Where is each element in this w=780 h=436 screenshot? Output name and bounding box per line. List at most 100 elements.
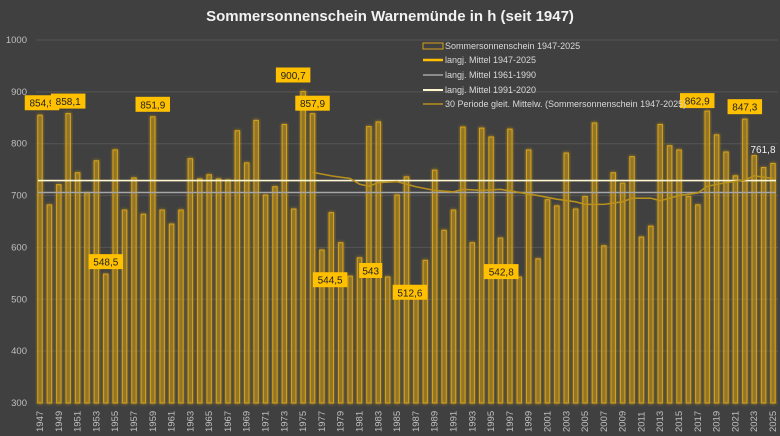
bar-1950 [65, 113, 71, 404]
x-tick-label: 1991 [448, 411, 459, 432]
bar-2005 [582, 196, 588, 404]
x-tick-label: 1951 [73, 411, 84, 432]
bar-1977 [319, 249, 325, 404]
bar-1981 [356, 257, 363, 404]
bar-2009 [619, 182, 626, 404]
bar-1983 [375, 121, 382, 404]
x-tick-label: 2011 [636, 412, 647, 432]
x-tick-label: 1953 [91, 411, 102, 432]
bar-1996 [497, 237, 504, 404]
x-tick-label: 1989 [430, 411, 441, 432]
x-tick-label: 1975 [298, 411, 309, 432]
bar-2003 [563, 152, 570, 404]
bar-1947 [37, 114, 43, 404]
data-label-1980: 544,5 [318, 276, 343, 287]
bar-1971 [262, 194, 269, 404]
bar-2012 [648, 225, 654, 404]
data-label-2018: 862,9 [685, 97, 710, 108]
y-tick-label: 400 [11, 346, 27, 357]
bar-1953 [93, 160, 100, 404]
x-tick-label: 1987 [411, 411, 422, 432]
x-tick-label: 1999 [524, 411, 535, 432]
bar-1968 [234, 130, 241, 404]
x-tick-label: 2003 [561, 411, 572, 432]
x-tick-label: 1969 [242, 411, 253, 432]
moving-average-line [312, 171, 774, 206]
bar-1969 [243, 162, 250, 404]
bar-2025 [770, 162, 776, 404]
bar-2021 [732, 175, 739, 404]
data-label-1947: 854,9 [29, 99, 54, 110]
x-tick-label: 1949 [54, 411, 65, 432]
bar-1990 [441, 229, 447, 404]
x-tick-label: 1995 [486, 411, 497, 432]
bar-2013 [657, 123, 663, 404]
bar-1988 [422, 259, 429, 404]
data-label-1998: 542,8 [489, 268, 514, 279]
x-tick-label: 1977 [317, 411, 328, 432]
x-tick-label: 2019 [712, 411, 723, 432]
x-tick-label: 1973 [279, 411, 290, 432]
y-tick-label: 300 [11, 398, 27, 409]
bar-1962 [178, 209, 184, 404]
data-label-box [484, 264, 519, 280]
x-tick-label: 2001 [542, 411, 553, 432]
bar-1999 [525, 149, 532, 404]
data-label-box [392, 284, 428, 300]
x-tick-label: 2005 [580, 411, 591, 432]
data-label-box [295, 95, 330, 111]
bar-1956 [121, 209, 128, 404]
bar-2011 [638, 236, 645, 404]
data-label-box [312, 272, 348, 288]
bar-1966 [215, 178, 222, 404]
bar-1963 [187, 158, 194, 404]
data-label-box [50, 93, 86, 109]
x-tick-label: 2021 [730, 411, 741, 432]
bar-1998 [516, 276, 523, 404]
x-tick-label: 1959 [148, 411, 159, 432]
bar-1984 [384, 276, 391, 404]
legend-entry: Sommersonnenschein 1947-2025 [445, 41, 580, 51]
bar-1967 [225, 179, 231, 404]
bar-2008 [610, 172, 616, 404]
data-label-box [88, 254, 124, 270]
x-tick-label: 1993 [467, 411, 478, 432]
data-label-1975: 900,7 [281, 71, 306, 82]
bar-2014 [666, 145, 673, 404]
x-tick-label: 2013 [655, 411, 666, 432]
data-label-1987: 512,6 [397, 288, 422, 299]
data-label-1959: 851,9 [140, 100, 165, 111]
bar-2020 [723, 151, 729, 404]
data-label-1976: 857,9 [300, 99, 325, 110]
bar-1959 [150, 116, 156, 404]
bar-1965 [206, 174, 212, 404]
legend-entry: 30 Periode gleit. Mittelw. (Sommersonnen… [445, 99, 686, 109]
bar-1992 [460, 126, 466, 404]
bar-1951 [74, 172, 81, 404]
bar-1949 [56, 184, 62, 404]
bar-1978 [328, 212, 335, 404]
bar-1954 [103, 273, 109, 404]
bar-1970 [253, 119, 259, 404]
x-tick-label: 1957 [129, 411, 140, 432]
bar-2022 [742, 118, 748, 404]
y-tick-label: 800 [11, 139, 27, 150]
bar-1957 [131, 177, 137, 404]
bar-2024 [760, 167, 767, 404]
bar-1980 [347, 275, 353, 404]
y-tick-label: 900 [11, 87, 27, 98]
bar-2018 [704, 110, 710, 404]
y-tick-label: 700 [11, 191, 27, 202]
y-tick-label: 600 [11, 242, 27, 253]
x-tick-label: 1971 [261, 411, 272, 432]
bar-1994 [478, 127, 485, 404]
x-tick-label: 2007 [599, 411, 610, 432]
bar-2001 [544, 199, 551, 404]
bar-1976 [309, 113, 316, 404]
x-tick-label: 1985 [392, 411, 403, 432]
x-tick-label: 2017 [693, 411, 704, 432]
bar-2006 [591, 122, 598, 404]
data-label-1984: 543 [362, 266, 379, 277]
bar-2019 [713, 134, 720, 404]
